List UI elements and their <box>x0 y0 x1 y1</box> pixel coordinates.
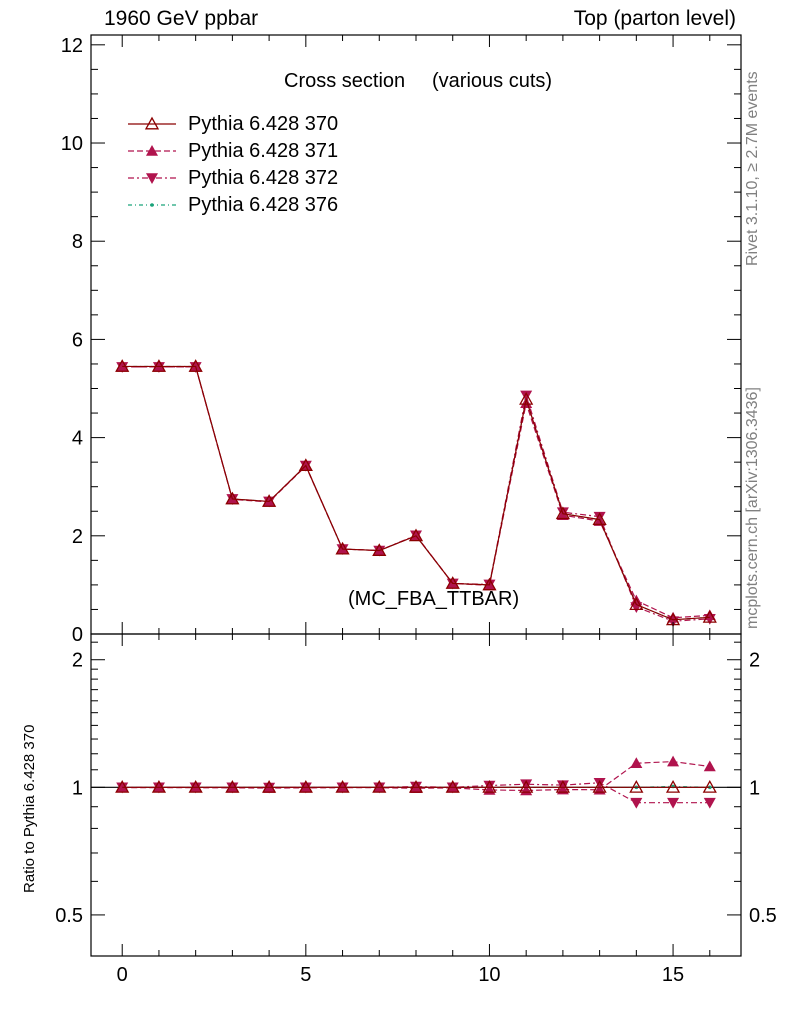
ratio-point <box>408 779 424 793</box>
series-line-0 <box>122 365 710 621</box>
series-line-3 <box>122 365 710 621</box>
x-tick-label: 10 <box>478 964 500 986</box>
ratio-point <box>703 760 716 772</box>
data-point <box>151 359 167 372</box>
ratio-point <box>630 757 643 769</box>
ratio-point <box>372 779 387 793</box>
data-point <box>555 506 570 520</box>
header-process-label: Top (parton level) <box>573 7 736 30</box>
legend-label: Pythia 6.428 372 <box>188 167 338 189</box>
data-point <box>225 491 240 505</box>
ratio-line-2 <box>122 782 710 804</box>
y-tick-label: 10 <box>61 133 83 155</box>
ratio-y-tick-label: 1 <box>749 777 760 799</box>
ratio-point <box>667 755 680 767</box>
analysis-watermark: (MC_FBA_TTBAR) <box>348 588 519 610</box>
x-tick-label: 15 <box>662 964 684 986</box>
data-point <box>519 391 534 405</box>
series-line-1 <box>122 366 710 619</box>
ratio-y-tick-label: 0.5 <box>749 905 777 927</box>
y-tick-label: 8 <box>72 231 83 253</box>
ratio-point <box>151 779 167 793</box>
data-point <box>702 609 717 623</box>
ratio-point <box>188 779 203 793</box>
legend: Pythia 6.428 370 Pythia 6.428 371 Pythia 6… <box>128 113 338 216</box>
ratio-point <box>629 779 644 793</box>
data-point <box>520 397 533 409</box>
y-tick-label: 0 <box>72 624 83 646</box>
data-point <box>408 528 424 542</box>
data-point <box>188 359 203 372</box>
ratio-point <box>592 779 607 793</box>
y-tick-label: 6 <box>72 329 83 351</box>
data-point <box>262 494 277 507</box>
ratio-point <box>665 779 681 793</box>
data-point <box>335 541 350 555</box>
legend-label: Pythia 6.428 370 <box>188 113 338 135</box>
ratio-point <box>630 797 643 809</box>
ratio-point <box>262 779 277 793</box>
ratio-y-tick-label: 0.5 <box>55 905 83 927</box>
data-point <box>556 509 569 520</box>
legend-marker <box>146 145 158 156</box>
data-point <box>298 458 313 472</box>
ratio-point <box>519 779 534 793</box>
x-tick-label: 0 <box>117 964 128 986</box>
legend-label: Pythia 6.428 376 <box>188 194 338 216</box>
ratio-y-tick-label: 2 <box>749 650 760 672</box>
y-tick-label: 4 <box>72 428 83 450</box>
ratio-point <box>555 779 570 793</box>
legend-label: Pythia 6.428 371 <box>188 140 338 162</box>
data-point <box>520 390 533 402</box>
data-point <box>445 576 460 589</box>
data-point <box>592 512 607 526</box>
ratio-point <box>445 779 460 793</box>
series-line-2 <box>122 366 710 622</box>
ratio-point <box>115 779 130 793</box>
ratio-point <box>225 779 240 793</box>
chart-title: Cross section <box>284 70 405 92</box>
chart-subtitle: (various cuts) <box>432 70 552 92</box>
y-tick-label: 12 <box>61 35 83 57</box>
ratio-plot-frame <box>90 633 742 957</box>
data-point <box>482 577 497 591</box>
ratio-y-tick-label: 2 <box>72 650 83 672</box>
x-tick-label: 5 <box>300 964 311 986</box>
y-tick-label: 2 <box>72 526 83 548</box>
ratio-point <box>703 797 716 809</box>
ratio-point <box>335 779 350 793</box>
data-point <box>372 543 387 556</box>
legend-marker <box>150 203 154 207</box>
ratio-point <box>593 777 606 789</box>
data-point <box>115 359 130 372</box>
ratio-point <box>702 779 717 793</box>
ratio-y-tick-label: 1 <box>72 777 83 799</box>
ratio-point <box>298 779 313 793</box>
ratio-point <box>667 797 680 809</box>
header-energy-label: 1960 GeV ppbar <box>104 7 259 30</box>
data-point <box>629 597 644 610</box>
legend-marker <box>144 116 160 130</box>
ratio-point <box>482 779 497 793</box>
legend-marker <box>146 173 158 184</box>
